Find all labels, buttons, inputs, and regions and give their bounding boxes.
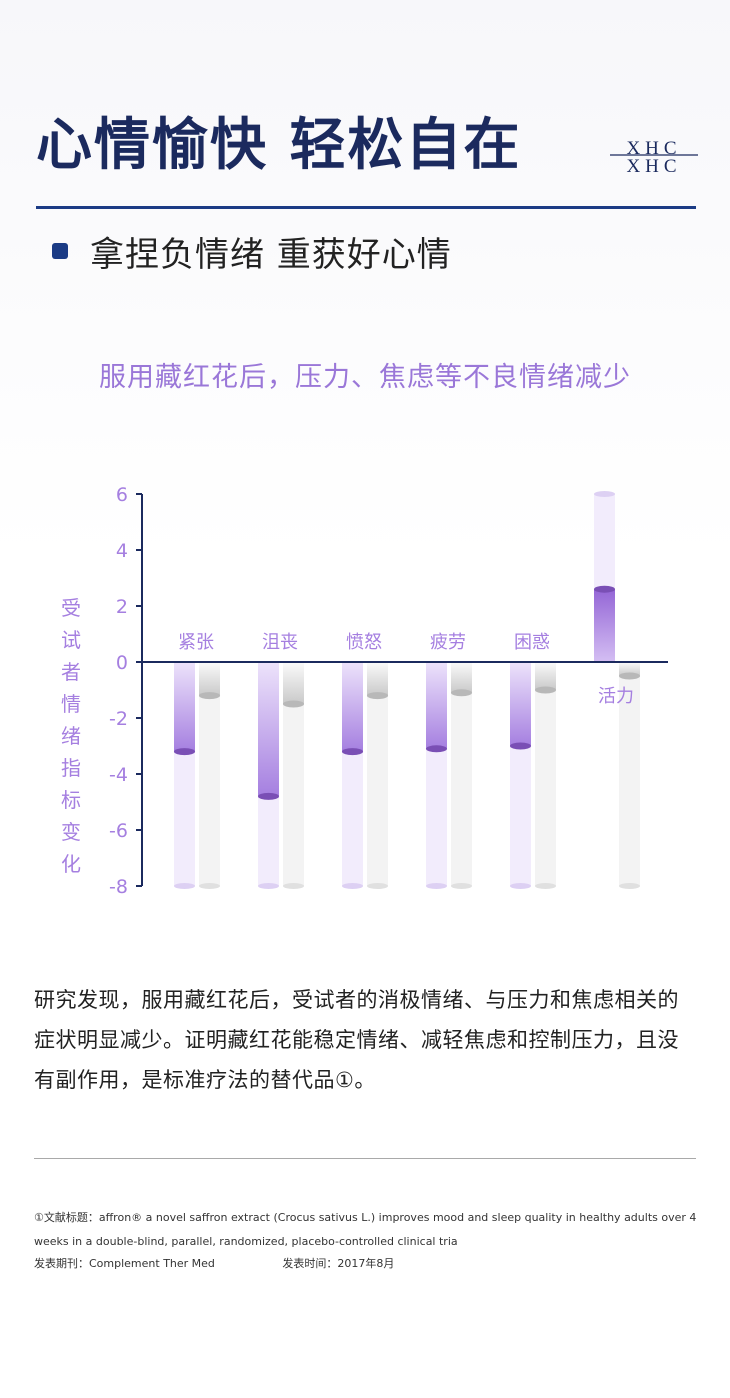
category-label: 紧张 [178, 632, 214, 653]
bar-track-cap [426, 883, 447, 889]
bar-primary-cap [342, 748, 363, 756]
logo-text-top: XHC [626, 138, 681, 159]
section-heading-text: 拿捏负情绪 重获好心情 [90, 234, 452, 275]
section-heading: 拿捏负情绪 重获好心情 [52, 228, 452, 275]
bar-track-cap [619, 883, 640, 889]
y-tick-label: -6 [109, 820, 128, 842]
bar-primary-cap [510, 742, 531, 750]
bar-track-cap [367, 883, 388, 889]
category-label: 困惑 [514, 632, 550, 653]
bar-primary [426, 662, 447, 749]
reference-title: ①文献标题：affron® a novel saffron extract (C… [34, 1211, 697, 1248]
bar-secondary-cap [283, 700, 304, 708]
category-label: 愤怒 [346, 632, 382, 653]
bar-track [283, 662, 304, 886]
y-tick-label: 6 [116, 484, 128, 506]
bar-track [199, 662, 220, 886]
bar-track [619, 662, 640, 886]
y-tick-label: 4 [116, 540, 128, 562]
bar-primary-cap [426, 745, 447, 753]
bar-primary [258, 662, 279, 797]
bar-track-cap [174, 883, 195, 889]
y-tick-label: 2 [116, 596, 128, 618]
bar-track-cap [451, 883, 472, 889]
bar-secondary [283, 662, 304, 704]
logo-text-bottom: XHC [626, 156, 681, 177]
y-tick-label: -4 [109, 764, 128, 786]
bar-secondary [367, 662, 388, 696]
bar-track-cap [342, 883, 363, 889]
chart-ylabel: 受试者情绪指标变化 [61, 596, 81, 876]
bar-track-cap [535, 883, 556, 889]
bar-track [451, 662, 472, 886]
bar-secondary-cap [535, 686, 556, 694]
bar-track-cap [258, 883, 279, 889]
reference-meta: 发表期刊：Complement Ther Med 发表时间：2017年8月 [34, 1255, 394, 1271]
header-divider [36, 206, 696, 209]
bar-track [367, 662, 388, 886]
bar-track-cap [199, 883, 220, 889]
bar-primary [594, 589, 615, 662]
bar-secondary [451, 662, 472, 693]
bar-primary [174, 662, 195, 752]
bar-secondary-cap [451, 689, 472, 697]
y-tick-label: -2 [109, 708, 128, 730]
bar-primary-cap [174, 748, 195, 756]
bar-primary [342, 662, 363, 752]
bar-track [535, 662, 556, 886]
bar-secondary [199, 662, 220, 696]
page-title: 心情愉快 轻松自在 [36, 113, 522, 178]
chart-title: 服用藏红花后，压力、焦虑等不良情绪减少 [99, 362, 631, 393]
bar-track-cap [594, 491, 615, 497]
reference-date: 发表时间：2017年8月 [282, 1257, 395, 1270]
bar-primary-cap [594, 585, 615, 593]
category-label: 疲劳 [430, 632, 466, 653]
y-tick-label: -8 [109, 876, 128, 898]
brand-logo: XHC XHC [610, 138, 698, 177]
bullet-square [52, 243, 68, 259]
findings-text: 研究发现，服用藏红花后，受试者的消极情绪、与压力和焦虑相关的症状明显减少。证明藏… [34, 988, 679, 1092]
category-label: 活力 [598, 686, 634, 707]
bar-primary [510, 662, 531, 746]
bar-secondary-cap [619, 672, 640, 680]
category-label: 沮丧 [262, 632, 298, 653]
bar-track-cap [283, 883, 304, 889]
bar-secondary-cap [367, 692, 388, 700]
bar-secondary [619, 662, 640, 676]
bar-primary-cap [258, 792, 279, 800]
bar-secondary [535, 662, 556, 690]
footer-divider [34, 1158, 696, 1159]
reference-journal: 发表期刊：Complement Ther Med [34, 1257, 215, 1270]
bar-track-cap [510, 883, 531, 889]
bar-secondary-cap [199, 692, 220, 700]
y-tick-label: 0 [116, 652, 128, 674]
